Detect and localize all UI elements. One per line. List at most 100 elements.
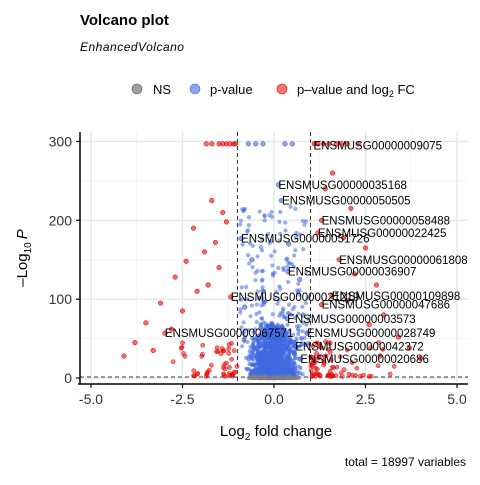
data-point — [179, 308, 186, 314]
data-point — [233, 141, 239, 147]
data-point — [238, 235, 244, 242]
background-point — [281, 308, 286, 313]
background-point — [278, 359, 283, 364]
data-point — [381, 312, 387, 318]
background-point — [240, 242, 245, 247]
background-point — [323, 339, 328, 344]
background-point — [376, 340, 381, 345]
background-point — [316, 355, 322, 360]
background-point — [276, 265, 281, 271]
background-point — [275, 322, 280, 327]
data-point — [223, 219, 229, 225]
background-point — [292, 304, 297, 309]
background-point — [282, 327, 287, 332]
background-point — [283, 220, 288, 225]
background-point — [272, 353, 277, 359]
background-point — [297, 292, 302, 297]
data-point — [336, 257, 342, 263]
data-point — [340, 235, 347, 241]
legend-label-ns: NS — [153, 82, 171, 97]
background-point — [271, 332, 276, 337]
background-point — [253, 278, 258, 283]
data-point — [304, 330, 310, 336]
background-point — [290, 339, 295, 345]
background-point — [256, 352, 261, 357]
data-point — [315, 141, 321, 147]
background-point — [293, 235, 298, 240]
data-point — [220, 209, 226, 215]
background-point — [262, 344, 267, 349]
x-axis-title: Log2 fold change — [220, 423, 332, 443]
background-point — [270, 312, 275, 317]
gene-labels: ENSMUSG00000009075 ENSMUSG00000035168 ENSM… — [165, 140, 468, 366]
background-point — [239, 285, 244, 290]
background-point — [273, 326, 278, 331]
legend-key-p-value — [189, 83, 201, 95]
background-point — [317, 372, 322, 377]
data-point — [330, 170, 336, 176]
background-point — [353, 373, 358, 378]
data-point — [278, 198, 284, 204]
background-point — [251, 330, 256, 335]
data-point — [417, 355, 423, 361]
background-point — [268, 324, 273, 329]
background-point — [191, 368, 197, 373]
background-point — [285, 336, 290, 341]
background-point — [256, 344, 261, 349]
background-point — [285, 368, 290, 373]
x-tick-label: 5.0 — [447, 391, 467, 407]
background-point — [242, 339, 247, 344]
background-point — [269, 362, 275, 367]
background-point — [259, 269, 264, 274]
gene-label: ENSMUSG00000022425 — [318, 228, 447, 240]
data-point — [366, 321, 372, 327]
gene-label: ENSMUSG00000109898 — [332, 291, 461, 303]
background-point — [391, 364, 397, 369]
background-point — [246, 215, 252, 220]
data-point — [168, 326, 175, 332]
background-point — [281, 357, 286, 362]
background-point — [294, 230, 299, 236]
background-point — [251, 357, 256, 362]
background-point — [254, 302, 259, 307]
background-point — [288, 358, 293, 363]
background-point — [288, 204, 293, 209]
data-point — [282, 141, 288, 147]
background-point — [310, 373, 315, 378]
background-point — [257, 326, 263, 331]
y-tick-label: 300 — [49, 133, 73, 149]
background-point — [247, 361, 252, 367]
data-point — [373, 282, 380, 288]
background-point — [259, 278, 264, 283]
background-point — [375, 363, 381, 369]
data-point — [292, 343, 298, 350]
background-point — [270, 214, 275, 219]
data-point — [260, 141, 266, 147]
background-point — [277, 338, 282, 343]
background-point — [255, 366, 260, 371]
x-tick-label: -5.0 — [79, 391, 103, 407]
data-point — [216, 265, 222, 271]
background-point — [301, 320, 306, 325]
background-point — [220, 365, 226, 370]
background-point — [262, 214, 267, 219]
background-point — [341, 367, 347, 372]
background-point — [271, 349, 276, 354]
background-point — [245, 297, 250, 302]
background-point — [266, 344, 272, 349]
data-point — [205, 282, 211, 288]
background-point — [273, 370, 278, 375]
background-point — [250, 265, 255, 270]
background-point — [277, 375, 283, 380]
background-point — [380, 346, 386, 352]
chart-title: Volcano plot — [80, 12, 169, 29]
background-point — [239, 325, 244, 330]
background-point — [238, 307, 243, 312]
data-point — [228, 294, 234, 300]
background-point — [281, 267, 286, 273]
background-point — [255, 254, 260, 259]
background-point — [291, 372, 297, 377]
data-point — [275, 182, 281, 188]
background-point — [255, 268, 260, 273]
